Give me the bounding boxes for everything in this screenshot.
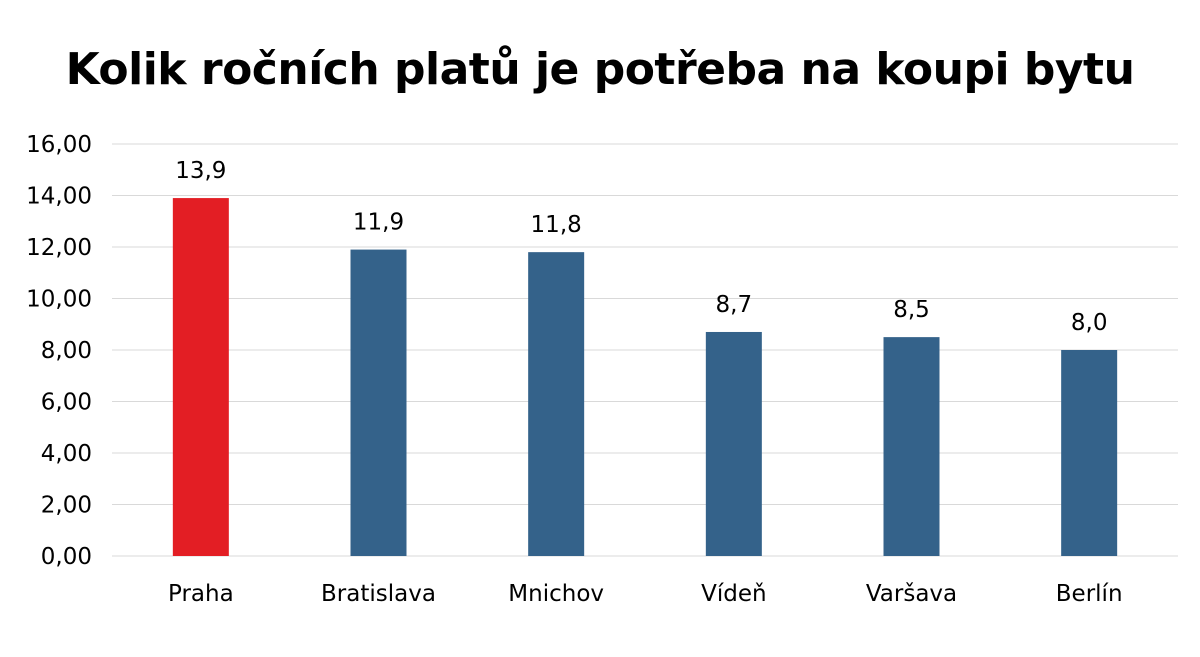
x-category-label: Bratislava bbox=[321, 581, 436, 607]
data-label: 8,0 bbox=[1071, 310, 1108, 336]
x-category-label: Praha bbox=[168, 581, 234, 607]
bar-praha bbox=[172, 198, 229, 556]
y-axis-tick-labels: 0,00 2,00 4,00 6,00 8,00 10,00 12,00 14,00 16,00 bbox=[26, 132, 92, 570]
y-tick-label: 0,00 bbox=[41, 544, 92, 570]
y-tick-label: 14,00 bbox=[26, 184, 92, 210]
y-tick-label: 2,00 bbox=[41, 493, 92, 519]
data-labels: 13,9 11,9 11,8 8,7 8,5 8,0 bbox=[175, 158, 1107, 336]
x-category-label: Berlín bbox=[1056, 581, 1123, 607]
x-category-label: Mnichov bbox=[508, 581, 604, 607]
bar-varšava bbox=[883, 337, 940, 556]
data-label: 13,9 bbox=[175, 158, 226, 184]
y-tick-label: 8,00 bbox=[41, 338, 92, 364]
gridlines bbox=[112, 143, 1178, 557]
y-tick-label: 6,00 bbox=[41, 390, 92, 416]
bar-vídeň bbox=[705, 331, 762, 556]
x-category-label: Varšava bbox=[866, 581, 957, 607]
y-tick-label: 12,00 bbox=[26, 235, 92, 261]
bars bbox=[172, 198, 1118, 556]
bar-berlín bbox=[1061, 350, 1118, 556]
y-tick-label: 10,00 bbox=[26, 287, 92, 313]
x-category-label: Vídeň bbox=[701, 581, 766, 607]
x-axis-category-labels: Praha Bratislava Mnichov Vídeň Varšava Berlín bbox=[168, 581, 1123, 607]
bar-mnichov bbox=[528, 252, 585, 556]
y-tick-label: 16,00 bbox=[26, 132, 92, 158]
data-label: 11,8 bbox=[531, 212, 582, 238]
data-label: 8,7 bbox=[716, 292, 753, 318]
bar-bratislava bbox=[350, 249, 407, 556]
data-label: 8,5 bbox=[893, 297, 930, 323]
y-tick-label: 4,00 bbox=[41, 441, 92, 467]
data-label: 11,9 bbox=[353, 210, 404, 236]
chart-title: Kolik ročních platů je potřeba na koupi … bbox=[65, 44, 1135, 95]
